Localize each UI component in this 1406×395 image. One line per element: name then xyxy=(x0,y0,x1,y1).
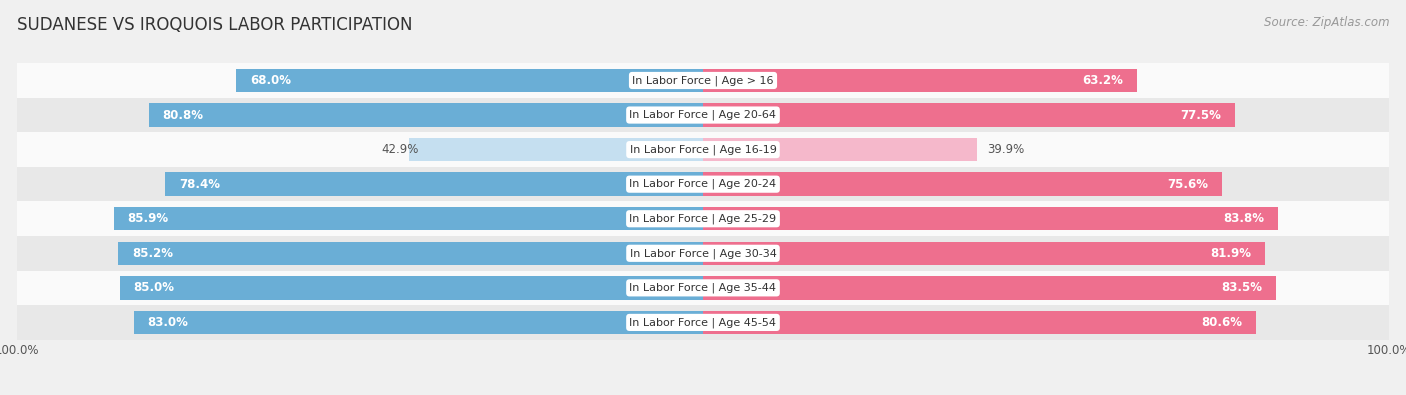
Bar xyxy=(17,305,1389,340)
Bar xyxy=(703,310,1256,334)
Text: 83.0%: 83.0% xyxy=(148,316,188,329)
Bar xyxy=(114,207,703,230)
Bar xyxy=(134,310,703,334)
Text: 85.0%: 85.0% xyxy=(134,281,174,294)
Bar xyxy=(149,103,703,127)
Text: 80.6%: 80.6% xyxy=(1201,316,1243,329)
Text: 83.8%: 83.8% xyxy=(1223,212,1264,225)
Text: In Labor Force | Age 35-44: In Labor Force | Age 35-44 xyxy=(630,282,776,293)
Text: 75.6%: 75.6% xyxy=(1167,178,1208,191)
Text: 80.8%: 80.8% xyxy=(162,109,204,122)
Text: 63.2%: 63.2% xyxy=(1083,74,1123,87)
Bar xyxy=(703,276,1275,299)
Bar xyxy=(17,98,1389,132)
Text: 39.9%: 39.9% xyxy=(987,143,1025,156)
Text: In Labor Force | Age 20-64: In Labor Force | Age 20-64 xyxy=(630,110,776,120)
Bar xyxy=(17,132,1389,167)
Bar xyxy=(703,69,1136,92)
Text: 81.9%: 81.9% xyxy=(1211,247,1251,260)
Bar xyxy=(118,241,703,265)
Text: In Labor Force | Age 45-54: In Labor Force | Age 45-54 xyxy=(630,317,776,328)
Text: In Labor Force | Age 16-19: In Labor Force | Age 16-19 xyxy=(630,144,776,155)
Text: Source: ZipAtlas.com: Source: ZipAtlas.com xyxy=(1264,16,1389,29)
Text: 85.9%: 85.9% xyxy=(128,212,169,225)
Bar xyxy=(17,167,1389,201)
Text: 77.5%: 77.5% xyxy=(1180,109,1220,122)
Text: In Labor Force | Age 30-34: In Labor Force | Age 30-34 xyxy=(630,248,776,259)
Text: 78.4%: 78.4% xyxy=(179,178,219,191)
Bar xyxy=(17,271,1389,305)
Text: 83.5%: 83.5% xyxy=(1222,281,1263,294)
Bar xyxy=(703,138,977,161)
Text: 85.2%: 85.2% xyxy=(132,247,173,260)
Text: 68.0%: 68.0% xyxy=(250,74,291,87)
Text: In Labor Force | Age > 16: In Labor Force | Age > 16 xyxy=(633,75,773,86)
Text: In Labor Force | Age 25-29: In Labor Force | Age 25-29 xyxy=(630,213,776,224)
Bar xyxy=(703,172,1222,196)
Bar xyxy=(17,63,1389,98)
Bar xyxy=(703,103,1234,127)
Bar xyxy=(703,241,1265,265)
Bar xyxy=(703,207,1278,230)
Bar xyxy=(165,172,703,196)
Bar xyxy=(120,276,703,299)
Text: 42.9%: 42.9% xyxy=(381,143,419,156)
Bar xyxy=(409,138,703,161)
Bar xyxy=(17,201,1389,236)
Text: In Labor Force | Age 20-24: In Labor Force | Age 20-24 xyxy=(630,179,776,190)
Bar xyxy=(236,69,703,92)
Bar xyxy=(17,236,1389,271)
Text: SUDANESE VS IROQUOIS LABOR PARTICIPATION: SUDANESE VS IROQUOIS LABOR PARTICIPATION xyxy=(17,16,412,34)
